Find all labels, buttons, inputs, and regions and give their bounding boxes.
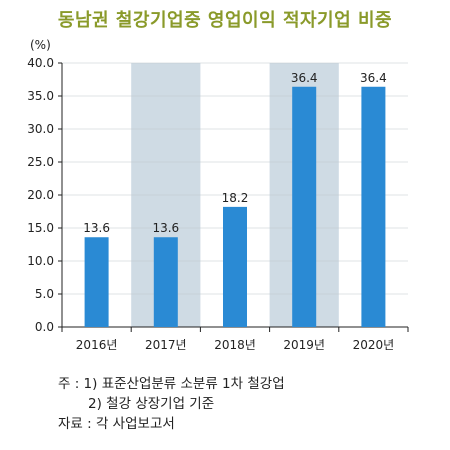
footnote-1: 주 : 1) 표준산업분류 소분류 1차 철강업 <box>58 376 285 392</box>
x-tick-label-3: 2019년 <box>283 338 325 352</box>
data-label-2: 18.2 <box>222 191 249 205</box>
x-tick-label-4: 2020년 <box>353 338 395 352</box>
data-label-1: 13.6 <box>152 221 179 235</box>
y-tick-label-7: 35.0 <box>27 89 54 103</box>
bar-1 <box>153 237 178 327</box>
x-tick-label-0: 2016년 <box>76 338 118 352</box>
x-tick-label-1: 2017년 <box>145 338 187 352</box>
footnotes: 주 : 1) 표준산업분류 소분류 1차 철강업 2) 철강 상장기업 기준 자… <box>58 374 285 434</box>
y-tick-label-2: 10.0 <box>27 254 54 268</box>
y-tick-label-5: 25.0 <box>27 155 54 169</box>
source-note: 자료 : 각 사업보고서 <box>58 416 175 432</box>
y-tick-label-6: 30.0 <box>27 122 54 136</box>
y-tick-label-0: 0.0 <box>35 320 54 334</box>
footnote-2: 2) 철강 상장기업 기준 <box>58 396 215 412</box>
data-label-3: 36.4 <box>291 71 318 85</box>
bar-4 <box>361 86 386 327</box>
y-tick-label-4: 20.0 <box>27 188 54 202</box>
bar-3 <box>292 86 317 327</box>
data-label-0: 13.6 <box>83 221 110 235</box>
data-label-4: 36.4 <box>360 71 387 85</box>
bar-0 <box>84 237 109 327</box>
bar-2 <box>223 206 247 327</box>
chart-title: 동남권 철강기업중 영업이익 적자기업 비중 <box>57 10 393 31</box>
x-tick-label-2: 2018년 <box>214 338 256 352</box>
y-tick-label-8: 40.0 <box>27 56 54 70</box>
y-axis-unit-label: (%) <box>30 38 51 52</box>
y-tick-label-3: 15.0 <box>27 221 54 235</box>
y-tick-label-1: 5.0 <box>35 287 54 301</box>
